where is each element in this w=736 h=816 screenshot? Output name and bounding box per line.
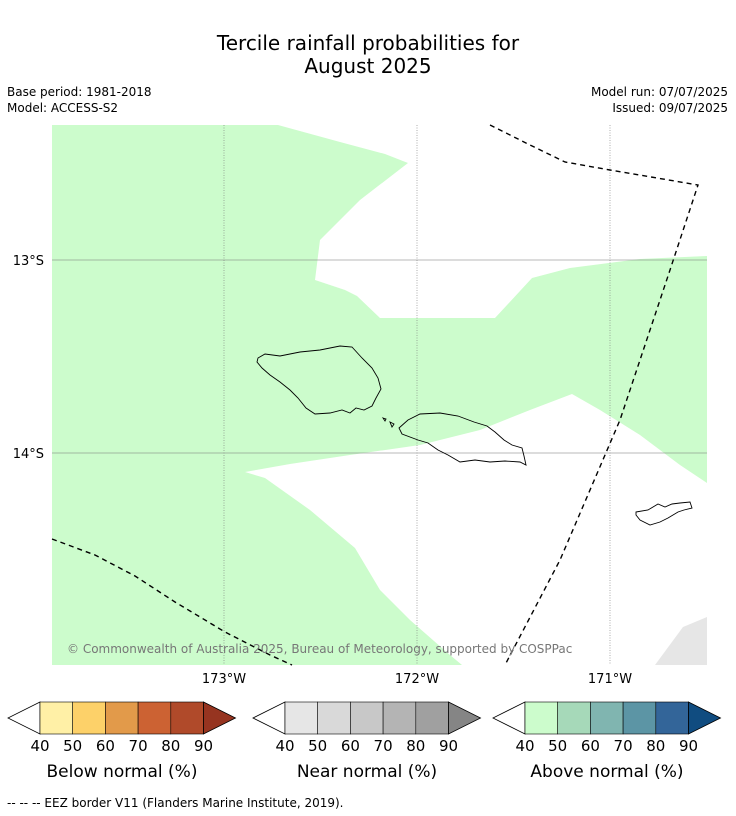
eez-border-east xyxy=(489,124,699,666)
tutuila-island xyxy=(635,501,693,526)
below-colorbar-segment xyxy=(72,701,106,735)
above-colorbar-tick: 70 xyxy=(614,737,633,755)
base-period: Base period: 1981-2018 xyxy=(7,85,152,99)
near-colorbar-segment xyxy=(284,701,319,735)
above-colorbar-segment xyxy=(622,701,657,735)
below-colorbar-tick: 70 xyxy=(129,737,148,755)
near-colorbar-left-extend xyxy=(252,701,286,735)
near-colorbar-tick: 70 xyxy=(374,737,393,755)
below-colorbar-segment xyxy=(170,701,204,735)
colorbar-near-normal: 40 50 60 70 80 90 xyxy=(252,701,482,755)
lat-label-14s: 14°S xyxy=(13,447,44,462)
lon-label-171w: 171°W xyxy=(588,672,632,687)
map-panel xyxy=(51,124,707,666)
below-colorbar-tick: 50 xyxy=(63,737,82,755)
below-normal-label: Below normal (%) xyxy=(46,762,198,782)
map-title: Tercile rainfall probabilities for Augus… xyxy=(0,32,736,78)
manono-island xyxy=(381,417,387,422)
model-run: Model run: 07/07/2025 xyxy=(590,85,728,99)
above-colorbar-segment xyxy=(557,701,591,735)
near-normal-label: Near normal (%) xyxy=(296,762,438,782)
above-normal-label: Above normal (%) xyxy=(530,762,684,782)
near-colorbar-tick: 50 xyxy=(308,737,327,755)
lon-label-172w: 172°W xyxy=(395,672,439,687)
eez-footnote: -- -- -- EEZ border V11 (Flanders Marine… xyxy=(7,796,344,810)
above-colorbar-tick: 90 xyxy=(679,737,698,755)
below-colorbar-tick: 40 xyxy=(30,737,49,755)
near-colorbar-segment xyxy=(382,701,417,735)
lon-label-173w: 173°W xyxy=(202,672,246,687)
below-colorbar-segment xyxy=(137,701,172,735)
below-colorbar-tick: 60 xyxy=(96,737,115,755)
title-line-2: August 2025 xyxy=(304,54,432,78)
below-colorbar-tick: 80 xyxy=(161,737,180,755)
below-colorbar-left-extend xyxy=(7,701,41,735)
apolima-island xyxy=(389,421,395,428)
near-colorbar-tick: 60 xyxy=(341,737,360,755)
above-colorbar-tick: 40 xyxy=(515,737,534,755)
above-colorbar-segment xyxy=(524,701,559,735)
above-colorbar-right-extend xyxy=(688,701,722,735)
near-colorbar-tick: 40 xyxy=(275,737,294,755)
eez-borders xyxy=(51,124,699,666)
near-colorbar-tick: 80 xyxy=(406,737,425,755)
near-colorbar-segment xyxy=(415,701,449,735)
near-colorbar-right-extend xyxy=(448,701,482,735)
below-colorbar-right-extend xyxy=(203,701,237,735)
above-colorbar-segment xyxy=(590,701,624,735)
below-colorbar-tick: 90 xyxy=(194,737,213,755)
issued-date: Issued: 09/07/2025 xyxy=(612,101,728,115)
colorbar-below-normal: 40 50 60 70 80 90 xyxy=(7,701,237,755)
near-colorbar-tick: 90 xyxy=(439,737,458,755)
below-colorbar-segment xyxy=(105,701,139,735)
near-colorbar-segment xyxy=(350,701,384,735)
near-normal-region xyxy=(655,617,707,665)
meta-left: Base period: 1981-2018 Model: ACCESS-S2 xyxy=(7,84,152,116)
model-name: Model: ACCESS-S2 xyxy=(7,101,119,115)
title-line-1: Tercile rainfall probabilities for xyxy=(216,31,520,55)
gridlines xyxy=(52,125,707,665)
above-colorbar-tick: 80 xyxy=(646,737,665,755)
near-colorbar-segment xyxy=(317,701,351,735)
above-colorbar-tick: 50 xyxy=(548,737,567,755)
copyright-text: © Commonwealth of Australia 2025, Bureau… xyxy=(67,642,572,656)
above-colorbar-tick: 60 xyxy=(581,737,600,755)
upolu-island xyxy=(398,412,527,466)
lat-label-13s: 13°S xyxy=(13,254,44,269)
above-colorbar-segment xyxy=(655,701,689,735)
islands xyxy=(256,345,693,526)
meta-right: Model run: 07/07/2025 Issued: 09/07/2025 xyxy=(591,84,728,116)
above-colorbar-left-extend xyxy=(492,701,526,735)
eez-border-southwest xyxy=(51,538,293,666)
below-colorbar-segment xyxy=(39,701,74,735)
savaii-island xyxy=(256,345,382,415)
colorbar-above-normal: 40 50 60 70 80 90 xyxy=(492,701,722,755)
